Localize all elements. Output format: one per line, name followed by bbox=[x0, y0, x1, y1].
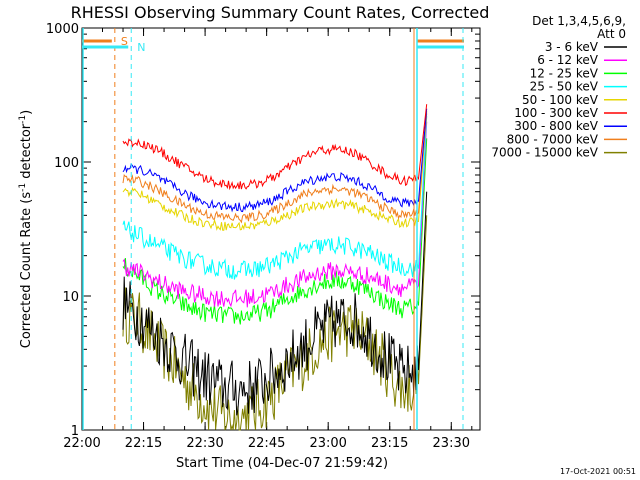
x-tick-label: 23:30 bbox=[433, 436, 470, 451]
y-axis-label-sup2: -1 bbox=[18, 115, 28, 124]
x-tick-label: 22:15 bbox=[125, 436, 162, 451]
y-tick-label: 1000 bbox=[46, 22, 79, 37]
legend-label: 3 - 6 keV bbox=[545, 40, 599, 54]
x-tick-label: 22:30 bbox=[186, 436, 223, 451]
y-tick-label: 1 bbox=[71, 424, 79, 439]
x-tick-label: 23:15 bbox=[371, 436, 408, 451]
series-line-2 bbox=[122, 138, 428, 325]
legend-header-2: Att 0 bbox=[597, 27, 626, 41]
x-ticks-group: 22:00 22:15 22:30 22:45 23:00 23:15 23:30 bbox=[63, 28, 473, 451]
series-line-3 bbox=[122, 116, 428, 280]
series-line-5 bbox=[122, 104, 428, 191]
footer-timestamp: 17-Oct-2021 00:51 bbox=[560, 467, 636, 476]
x-axis-label: Start Time (04-Dec-07 21:59:42) bbox=[176, 456, 388, 471]
series-line-7 bbox=[122, 113, 428, 224]
x-tick-label: 22:00 bbox=[63, 436, 100, 451]
legend-label: 7000 - 15000 keV bbox=[491, 146, 598, 160]
y-axis-label-group: Corrected Count Rate (s-1 detector-1) bbox=[18, 110, 34, 348]
y-tick-label: 100 bbox=[54, 156, 79, 171]
series-line-6 bbox=[122, 108, 428, 213]
x-tick-label: 23:00 bbox=[309, 436, 346, 451]
series-line-8 bbox=[122, 215, 428, 431]
y-axis-label-part3: ) bbox=[19, 110, 34, 115]
right-attenuator-lines bbox=[413, 28, 464, 430]
legend-label: 6 - 12 keV bbox=[537, 53, 599, 67]
marker-label-n: N bbox=[137, 41, 145, 54]
legend-label: 800 - 7000 keV bbox=[507, 132, 599, 146]
y-tick-label: 10 bbox=[62, 290, 79, 305]
series-line-4 bbox=[122, 111, 428, 231]
marker-label-s: S bbox=[121, 35, 128, 48]
y-axis-label-part1: Corrected Count Rate (s bbox=[19, 192, 34, 349]
series-group bbox=[122, 104, 428, 431]
legend-label: 12 - 25 keV bbox=[530, 66, 599, 80]
plot-frame bbox=[81, 27, 481, 431]
y-axis-label-part2: detector bbox=[19, 123, 34, 183]
y-axis-label-sup1: -1 bbox=[18, 183, 28, 192]
legend-label: 300 - 800 keV bbox=[514, 119, 598, 133]
legend-label: 25 - 50 keV bbox=[530, 80, 599, 94]
series-line-0 bbox=[122, 191, 428, 416]
x-tick-label: 22:45 bbox=[248, 436, 285, 451]
legend-header-1: Det 1,3,4,5,6,9, bbox=[532, 14, 626, 28]
legend-label: 100 - 300 keV bbox=[514, 106, 598, 120]
chart-title: RHESSI Observing Summary Count Rates, Co… bbox=[71, 3, 490, 22]
legend-label: 50 - 100 keV bbox=[522, 93, 599, 107]
series-line-1 bbox=[122, 121, 428, 308]
y-axis-label: Corrected Count Rate (s-1 detector-1) bbox=[18, 110, 34, 348]
